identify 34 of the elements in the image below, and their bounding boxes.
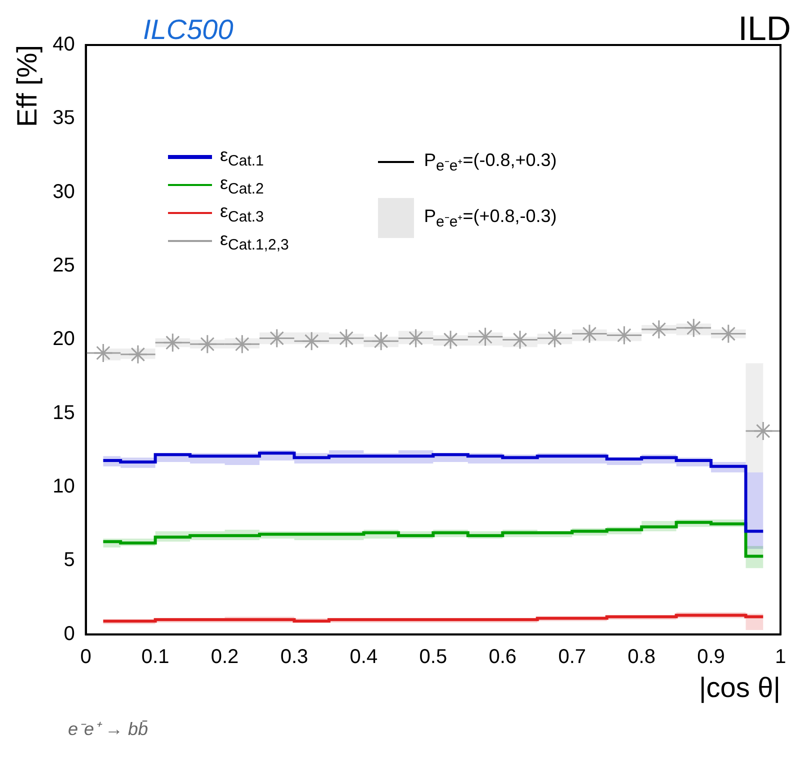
point — [649, 320, 669, 340]
y-tick-label: 10 — [52, 476, 75, 498]
x-tick-label: 0.7 — [558, 646, 586, 668]
point — [128, 344, 148, 364]
x-tick-label: 0.6 — [488, 646, 517, 668]
annotation: P$_{e⁻e⁺}$=(-0.8,+0.3) — [424, 150, 557, 175]
y-tick-label: 15 — [52, 402, 75, 424]
x-axis-title: |cos θ| — [699, 672, 780, 703]
y-tick-label: 40 — [52, 34, 75, 56]
x-tick-label: 0 — [80, 646, 92, 668]
x-tick-label: 0.2 — [210, 646, 239, 668]
x-tick-label: 0.8 — [628, 646, 656, 668]
y-tick-label: 30 — [52, 180, 75, 203]
legend-label: ε$_{Cat.3}$ — [220, 200, 264, 226]
legend-label: ε$_{Cat.1}$ — [220, 144, 264, 170]
legend-label: ε$_{Cat.1,2,3}$ — [220, 228, 289, 254]
annotation: P$_{e⁻e⁺}$=(+0.8,-0.3) — [424, 206, 557, 230]
x-tick-label: 0.1 — [141, 646, 170, 668]
legend-label: ε$_{Cat.2}$ — [220, 172, 264, 198]
y-tick-label: 0 — [64, 622, 75, 645]
text: e⁻e⁺ → bb̄ — [68, 718, 148, 740]
x-tick-label: 0.9 — [697, 646, 725, 668]
x-tick-label: 0.3 — [280, 646, 308, 668]
x-tick-label: 0.5 — [419, 646, 448, 668]
chart-title: ILD — [738, 10, 791, 49]
y-axis-title: Eff [%] — [12, 45, 43, 127]
y-tick-label: 35 — [52, 107, 75, 130]
chart-subtitle: ILC500 — [143, 14, 234, 46]
point — [198, 334, 218, 354]
y-tick-label: 5 — [64, 549, 75, 572]
y-tick-label: 20 — [52, 328, 75, 350]
y-tick-label: 25 — [52, 254, 75, 277]
x-tick-label: 1 — [774, 646, 786, 668]
x-tick-label: 0.4 — [350, 646, 378, 668]
